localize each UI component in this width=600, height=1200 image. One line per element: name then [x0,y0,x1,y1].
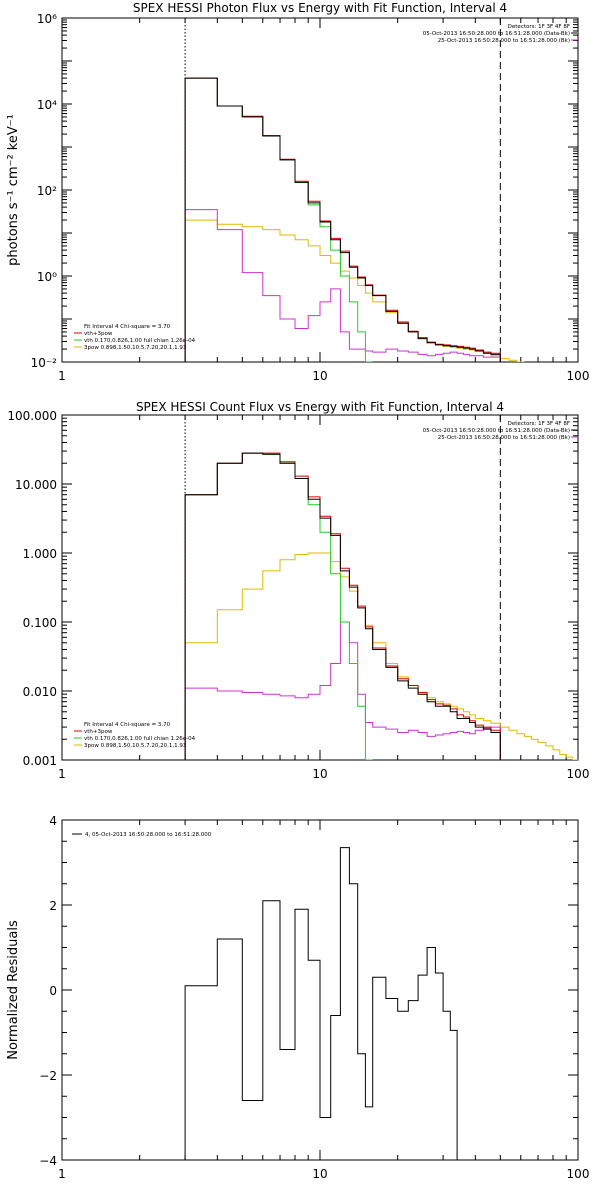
legend-bottom-text: vth 0.170,0.826,1.00 full chian 1.26e-04 [84,736,196,742]
legend-bottom-text: vth 0.170,0.826,1.00 full chian 1.26e-04 [84,338,196,344]
series-bk [184,621,501,760]
x-tick-label: 1 [58,767,66,781]
legend-bottom-text: Fit Interval 4 Chi-square = 3.70 [84,324,171,330]
y-tick-label: 0.001 [23,754,57,768]
x-tick-label: 100 [567,767,590,781]
series-vth-plus-3pow [184,77,501,362]
y-tick-label: 10⁻² [31,356,58,370]
chart-title: SPEX HESSI Photon Flux vs Energy with Fi… [133,1,507,15]
x-tick-label: 1 [58,369,66,383]
series-group [184,452,578,760]
y-tick-label: 4 [49,814,57,828]
legend-top-text: Detectors: 1F 3F 4F 8F [508,421,570,427]
legend-bottom-text: Fit Interval 4 Chi-square = 3.70 [84,722,171,728]
legend-bottom-text: 3pow 0.898,1.50,10.5,7.20,20.1,1.93 [84,743,187,749]
legend-top-text: 05-Oct-2013 16:50:28.000 to 16:51:28.000… [423,428,570,434]
legend-top-text: 05-Oct-2013 16:50:28.000 to 16:51:28.000… [423,31,570,37]
chart-title: SPEX HESSI Count Flux vs Energy with Fit… [136,400,504,414]
y-tick-label: −4 [39,1154,57,1168]
x-tick-label: 10 [312,767,327,781]
y-axis-label: photons s⁻¹ cm⁻² keV⁻¹ [6,114,21,266]
y-tick-label: 2 [49,899,57,913]
legend-bottom-text: 3pow 0.898,1.50,10.5,7.20,20.1,1.93 [84,345,187,351]
y-tick-label: −2 [39,1069,57,1083]
series-vth-plus-3pow [184,452,501,760]
x-tick-label: 1 [58,1167,66,1181]
y-tick-label: 10.000 [15,478,57,492]
series-data [184,452,501,760]
series-3pow [184,219,525,362]
x-tick-label: 100 [567,1167,590,1181]
x-tick-label: 10 [312,369,327,383]
count-flux-panel: SPEX HESSI Count Flux vs Energy with Fit… [7,400,589,781]
series-3pow [184,552,578,760]
x-tick-label: 10 [312,1167,327,1181]
y-axis-label: Normalized Residuals [6,920,21,1060]
x-tick-label: 100 [567,369,590,383]
legend-bottom-text: vth+3pow [84,729,113,735]
y-tick-label: 10⁶ [37,12,57,26]
series-group [184,77,525,362]
series-group [184,847,458,1160]
photon-flux-panel: SPEX HESSI Photon Flux vs Energy with Fi… [6,1,589,383]
y-tick-label: 100.000 [7,409,57,423]
legend-top-text: 25-Oct-2013 16:50:28.000 to 16:51:28.000… [438,435,570,441]
legend-top-text: Detectors: 1F 3F 4F 8F [508,24,570,30]
y-tick-label: 10⁴ [37,98,57,112]
series-vth [184,452,373,760]
residuals-panel: 1 10 100 4 2 0 −2 −4 Normalized Residuals 4, 05-O… [6,814,589,1181]
plot-frame [61,414,579,761]
y-tick-label: 0.010 [23,685,57,699]
y-tick-label: 1.000 [23,547,57,561]
y-tick-label: 0 [49,984,57,998]
series-bk [184,209,501,362]
y-tick-label: 10⁰ [37,270,57,284]
series-data [184,77,501,362]
legend-bottom-text: vth+3pow [84,331,113,337]
y-tick-label: 10² [37,184,57,198]
legend-top-text: 25-Oct-2013 16:50:28.000 to 16:51:28.000… [438,38,570,44]
y-tick-label: 0.100 [23,616,57,630]
series-residuals [184,847,458,1160]
legend-text: 4, 05-Oct-2013 16:50:28.000 to 16:51:28.… [85,832,212,838]
